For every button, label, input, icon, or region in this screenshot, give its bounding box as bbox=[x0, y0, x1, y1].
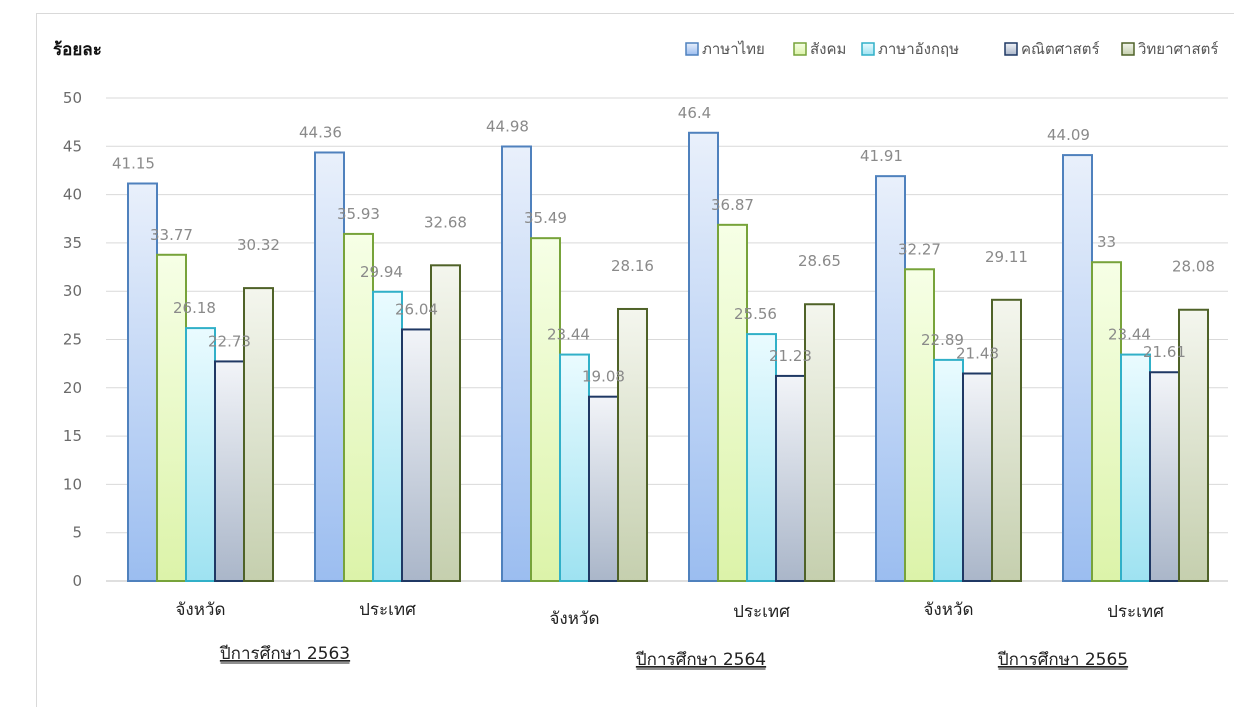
data-label: 32.27 bbox=[898, 240, 941, 258]
y-tick-label: 35 bbox=[63, 234, 82, 252]
data-label: 22.73 bbox=[208, 332, 251, 350]
bar bbox=[1120, 353, 1151, 583]
data-label: 28.08 bbox=[1172, 258, 1215, 276]
data-label: 21.48 bbox=[956, 345, 999, 363]
data-label: 29.94 bbox=[360, 263, 403, 281]
bar bbox=[804, 303, 835, 582]
legend-label: ภาษาไทย bbox=[702, 40, 765, 58]
x-category-label: ประเทศ bbox=[1107, 602, 1164, 622]
bar bbox=[559, 353, 590, 583]
y-tick-label: 25 bbox=[63, 331, 82, 349]
bar bbox=[688, 131, 719, 582]
y-tick-label: 45 bbox=[63, 137, 82, 155]
bar bbox=[430, 264, 461, 582]
data-label: 44.36 bbox=[299, 123, 342, 141]
data-label: 22.89 bbox=[921, 331, 964, 349]
legend: ภาษาไทย สังคม ภาษาอังกฤษ คณิตศาสตร์ วิทยาศาส… bbox=[685, 40, 1218, 58]
legend-swatch bbox=[861, 42, 875, 56]
y-tick-label: 5 bbox=[72, 524, 82, 542]
data-label: 41.15 bbox=[112, 154, 155, 172]
x-group-label: ปีการศึกษา 2563 bbox=[219, 644, 350, 664]
bar bbox=[962, 372, 993, 582]
bar bbox=[588, 395, 619, 582]
bar bbox=[530, 237, 561, 582]
bar bbox=[1178, 308, 1209, 582]
bar bbox=[214, 360, 245, 582]
data-label: 41.91 bbox=[860, 147, 903, 165]
legend-swatch bbox=[1121, 42, 1135, 56]
x-category-label: ประเทศ bbox=[359, 600, 416, 620]
data-label: 21.61 bbox=[1143, 343, 1186, 361]
data-labels: 41.15 44.36 44.98 46.4 41.91 44.09 33.77 35.93 3… bbox=[112, 104, 1215, 386]
legend-label: วิทยาศาสตร์ bbox=[1137, 40, 1218, 58]
x-group-label: ปีการศึกษา 2564 bbox=[635, 650, 766, 670]
data-label: 36.87 bbox=[711, 196, 754, 214]
legend-label: สังคม bbox=[810, 40, 846, 58]
data-label: 46.4 bbox=[678, 104, 711, 122]
y-tick-label: 20 bbox=[63, 379, 82, 397]
data-label: 44.98 bbox=[486, 117, 529, 135]
data-label: 19.08 bbox=[582, 368, 625, 386]
data-label: 35.93 bbox=[337, 205, 380, 223]
x-category-label: จังหวัด bbox=[549, 609, 599, 629]
bar bbox=[775, 374, 806, 583]
data-label: 44.09 bbox=[1047, 126, 1090, 144]
x-category-label: ประเทศ bbox=[733, 602, 790, 622]
bar bbox=[343, 232, 374, 582]
y-tick-label: 15 bbox=[63, 427, 82, 445]
data-label: 33 bbox=[1097, 233, 1116, 251]
bars bbox=[127, 131, 1209, 583]
data-label: 21.23 bbox=[769, 347, 812, 365]
bar bbox=[717, 223, 748, 583]
legend-label: ภาษาอังกฤษ bbox=[878, 40, 959, 58]
legend-swatch bbox=[1004, 42, 1018, 56]
x-category-label: จังหวัด bbox=[175, 600, 225, 620]
legend-label: คณิตศาสตร์ bbox=[1021, 40, 1100, 58]
bar bbox=[617, 307, 648, 582]
bar bbox=[185, 327, 216, 582]
data-label: 29.11 bbox=[985, 248, 1028, 266]
bar bbox=[401, 328, 432, 583]
bar bbox=[875, 175, 906, 582]
data-label: 26.18 bbox=[173, 299, 216, 317]
x-category-label: จังหวัด bbox=[923, 600, 973, 620]
data-label: 33.77 bbox=[150, 226, 193, 244]
data-label: 35.49 bbox=[524, 209, 567, 227]
bar bbox=[904, 268, 935, 582]
x-group-label: ปีการศึกษา 2565 bbox=[997, 650, 1128, 670]
data-label: 23.44 bbox=[547, 326, 590, 344]
legend-swatch bbox=[793, 42, 807, 56]
data-label: 25.56 bbox=[734, 305, 777, 323]
bar bbox=[372, 290, 403, 582]
bar bbox=[991, 298, 1022, 582]
grid-lines bbox=[106, 97, 1228, 582]
bar bbox=[501, 145, 532, 582]
y-tick-label: 10 bbox=[63, 475, 82, 493]
y-axis-title: ร้อยละ bbox=[53, 40, 102, 60]
x-axis-categories: จังหวัด ประเทศ จังหวัด ประเทศ จังหวัด ประเทศ bbox=[175, 600, 1164, 629]
bar bbox=[746, 333, 777, 582]
data-label: 28.65 bbox=[798, 252, 841, 270]
y-tick-label: 40 bbox=[63, 186, 82, 204]
bar bbox=[314, 151, 345, 583]
y-axis-ticks: 0 5 10 15 20 25 30 35 40 45 50 bbox=[63, 89, 82, 590]
y-tick-label: 0 bbox=[72, 572, 82, 590]
bar bbox=[243, 287, 274, 582]
bar bbox=[1062, 154, 1093, 582]
bar bbox=[1149, 371, 1180, 582]
legend-swatch bbox=[685, 42, 699, 56]
bar bbox=[933, 358, 964, 582]
y-tick-label: 30 bbox=[63, 282, 82, 300]
data-label: 26.04 bbox=[395, 300, 438, 318]
bar bbox=[1091, 261, 1122, 582]
bar bbox=[127, 182, 158, 582]
data-label: 32.68 bbox=[424, 213, 467, 231]
x-axis-year-groups: ปีการศึกษา 2563 ปีการศึกษา 2564 ปีการศึกษา… bbox=[219, 644, 1128, 670]
y-tick-label: 50 bbox=[63, 89, 82, 107]
data-label: 23.44 bbox=[1108, 326, 1151, 344]
chart-frame bbox=[36, 13, 1234, 707]
data-label: 28.16 bbox=[611, 257, 654, 275]
data-label: 30.32 bbox=[237, 236, 280, 254]
